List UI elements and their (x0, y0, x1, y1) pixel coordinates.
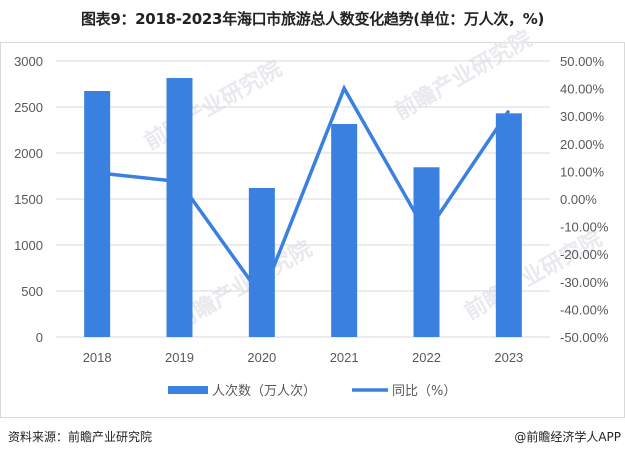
legend-line-label: 同比（%） (392, 384, 456, 399)
left-axis-tick: 0 (36, 330, 43, 345)
credit-note: @前瞻经济学人APP (514, 430, 621, 444)
x-axis-tick: 2023 (494, 350, 523, 365)
right-axis-tick: -10.00% (560, 220, 609, 235)
right-axis-tick: 0.00% (560, 192, 597, 207)
legend-bar-label: 人次数（万人次） (212, 383, 316, 399)
right-axis-tick: -50.00% (560, 330, 609, 345)
x-axis-tick: 2022 (412, 350, 441, 365)
watermark-text: 前瞻产业研究院 (140, 56, 286, 156)
left-axis-tick: 2000 (14, 146, 43, 161)
left-axis-tick: 2500 (14, 100, 43, 115)
right-axis-tick: 20.00% (560, 137, 605, 152)
x-axis-tick: 2018 (83, 350, 112, 365)
right-axis-tick: -20.00% (560, 247, 609, 262)
legend-bar-swatch (168, 386, 208, 394)
bar-2021 (331, 124, 358, 338)
yoy-line (96, 84, 511, 301)
left-axis-tick: 500 (21, 284, 43, 299)
right-axis-tick: 10.00% (560, 164, 605, 179)
watermark-text: 前瞻产业研究院 (390, 26, 536, 126)
left-axis-tick: 3000 (14, 54, 43, 69)
right-axis-tick: -30.00% (560, 275, 609, 290)
bar-2019 (166, 78, 193, 338)
right-axis-tick: 30.00% (560, 109, 605, 124)
bar-2020 (248, 187, 275, 337)
right-axis-tick: 50.00% (560, 54, 605, 69)
x-axis-tick: 2020 (247, 350, 276, 365)
x-axis-tick: 2021 (330, 350, 359, 365)
x-axis-tick: 2019 (165, 350, 194, 365)
left-axis-tick: 1500 (14, 192, 43, 207)
right-axis-tick: -40.00% (560, 302, 609, 317)
bar-2022 (413, 167, 440, 337)
bar-2018 (84, 90, 111, 337)
left-axis-tick: 1000 (14, 238, 43, 253)
right-axis-tick: 40.00% (560, 82, 605, 97)
chart-title: 图表9：2018-2023年海口市旅游总人数变化趋势(单位：万人次，%) (80, 10, 545, 28)
source-note: 资料来源：前瞻产业研究院 (8, 430, 153, 444)
bar-2023 (495, 113, 522, 338)
